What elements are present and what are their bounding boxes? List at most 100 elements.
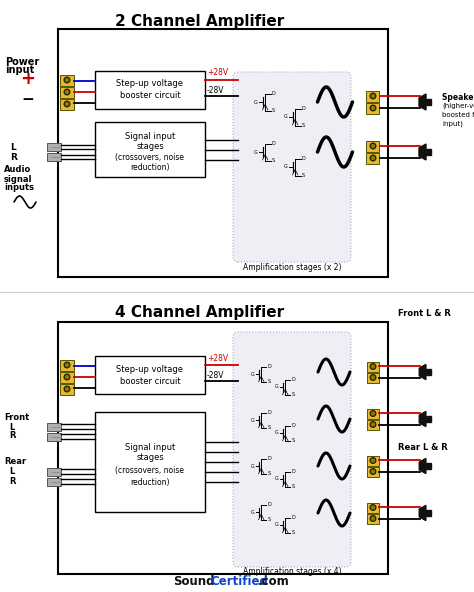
- Text: -28V: -28V: [207, 371, 225, 380]
- FancyBboxPatch shape: [366, 102, 380, 114]
- Polygon shape: [426, 369, 431, 375]
- FancyBboxPatch shape: [60, 384, 74, 394]
- Text: D: D: [291, 515, 295, 520]
- Text: D: D: [267, 364, 271, 369]
- Circle shape: [370, 422, 376, 427]
- Circle shape: [372, 506, 374, 509]
- Text: booster circuit: booster circuit: [120, 377, 180, 385]
- Circle shape: [370, 363, 376, 369]
- FancyBboxPatch shape: [95, 412, 205, 512]
- Circle shape: [372, 365, 374, 368]
- Text: G: G: [275, 523, 279, 527]
- Circle shape: [372, 470, 374, 473]
- Text: Certified: Certified: [210, 575, 268, 588]
- Text: S: S: [302, 173, 305, 178]
- Text: S: S: [272, 108, 275, 113]
- FancyBboxPatch shape: [58, 29, 388, 277]
- Circle shape: [64, 101, 70, 107]
- Circle shape: [64, 362, 70, 368]
- FancyBboxPatch shape: [47, 468, 61, 476]
- FancyBboxPatch shape: [367, 420, 379, 430]
- Circle shape: [64, 374, 70, 380]
- Text: S: S: [267, 379, 270, 384]
- Circle shape: [64, 89, 70, 95]
- Text: G: G: [251, 417, 255, 423]
- Text: Sound: Sound: [173, 575, 215, 588]
- FancyBboxPatch shape: [367, 408, 379, 419]
- Circle shape: [65, 79, 69, 82]
- Text: Step-up voltage: Step-up voltage: [117, 365, 183, 374]
- Text: .com: .com: [258, 575, 290, 588]
- Text: reduction): reduction): [130, 478, 170, 487]
- Text: Audio: Audio: [4, 166, 31, 175]
- Text: G: G: [284, 114, 288, 120]
- Circle shape: [370, 375, 376, 380]
- Text: G: G: [251, 464, 255, 468]
- Polygon shape: [426, 99, 431, 105]
- Text: G: G: [275, 384, 279, 390]
- Polygon shape: [426, 416, 431, 422]
- Text: S: S: [291, 438, 294, 443]
- Circle shape: [372, 95, 374, 98]
- Text: D: D: [302, 106, 306, 111]
- FancyBboxPatch shape: [60, 372, 74, 382]
- Circle shape: [64, 77, 70, 83]
- Text: boosted from: boosted from: [442, 112, 474, 118]
- Text: −: −: [22, 92, 35, 108]
- Polygon shape: [419, 144, 426, 160]
- Circle shape: [372, 423, 374, 426]
- Polygon shape: [419, 458, 426, 474]
- Text: booster circuit: booster circuit: [120, 92, 180, 101]
- Circle shape: [370, 143, 376, 149]
- Circle shape: [370, 155, 376, 161]
- FancyBboxPatch shape: [95, 122, 205, 177]
- Polygon shape: [419, 411, 426, 427]
- Text: input): input): [442, 121, 463, 127]
- Text: Signal input: Signal input: [125, 442, 175, 452]
- Text: 4 Channel Amplifier: 4 Channel Amplifier: [116, 305, 284, 320]
- Text: G: G: [254, 150, 257, 155]
- FancyBboxPatch shape: [60, 359, 74, 371]
- Polygon shape: [419, 506, 426, 520]
- Text: S: S: [272, 158, 275, 163]
- Circle shape: [372, 144, 374, 147]
- Circle shape: [370, 458, 376, 464]
- Circle shape: [65, 363, 69, 366]
- FancyBboxPatch shape: [233, 332, 351, 567]
- Text: input: input: [5, 65, 34, 75]
- Text: R: R: [9, 477, 16, 485]
- Text: stages: stages: [136, 142, 164, 151]
- FancyBboxPatch shape: [47, 478, 61, 486]
- Circle shape: [65, 375, 69, 378]
- Text: D: D: [272, 91, 276, 96]
- Text: Signal input: Signal input: [125, 132, 175, 141]
- Circle shape: [372, 459, 374, 462]
- FancyBboxPatch shape: [60, 75, 74, 85]
- FancyBboxPatch shape: [367, 455, 379, 465]
- Circle shape: [65, 102, 69, 105]
- FancyBboxPatch shape: [233, 72, 351, 262]
- Circle shape: [370, 93, 376, 99]
- Text: signal: signal: [4, 175, 33, 184]
- FancyBboxPatch shape: [367, 362, 379, 372]
- Text: (crossovers, noise: (crossovers, noise: [116, 465, 184, 475]
- Text: G: G: [251, 510, 255, 514]
- Text: R: R: [10, 153, 17, 162]
- Text: +28V: +28V: [207, 354, 228, 363]
- Circle shape: [372, 412, 374, 415]
- Circle shape: [372, 156, 374, 159]
- Text: Rear L & R: Rear L & R: [398, 442, 448, 452]
- Text: (crossovers, noise: (crossovers, noise: [116, 153, 184, 162]
- Text: L: L: [9, 468, 14, 477]
- FancyBboxPatch shape: [47, 433, 61, 441]
- Circle shape: [65, 388, 69, 391]
- Circle shape: [370, 105, 376, 111]
- Text: Step-up voltage: Step-up voltage: [117, 79, 183, 88]
- Text: stages: stages: [136, 452, 164, 462]
- Text: -28V: -28V: [207, 86, 225, 95]
- FancyBboxPatch shape: [367, 372, 379, 382]
- Text: D: D: [272, 141, 276, 146]
- FancyBboxPatch shape: [367, 503, 379, 513]
- FancyBboxPatch shape: [95, 71, 205, 109]
- Text: S: S: [291, 484, 294, 489]
